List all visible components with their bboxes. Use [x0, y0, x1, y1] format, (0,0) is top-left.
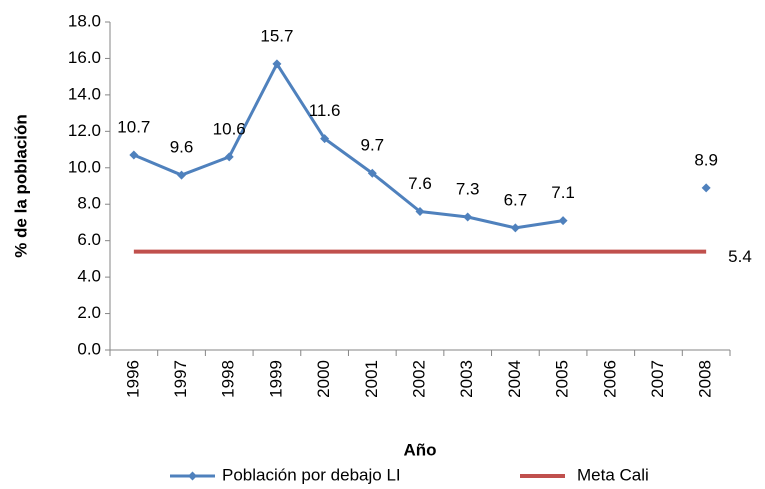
- series-line: [134, 64, 706, 228]
- x-axis-title: Año: [403, 440, 436, 459]
- x-tick-label: 2003: [457, 360, 476, 398]
- x-tick-label: 2004: [505, 360, 524, 398]
- x-tick-label: 2001: [362, 360, 381, 398]
- data-label: 10.6: [213, 119, 246, 138]
- point: [177, 170, 187, 180]
- data-label: 7.3: [456, 179, 480, 198]
- y-tick-label: 16.0: [68, 48, 101, 67]
- y-tick-label: 12.0: [68, 121, 101, 140]
- point: [701, 183, 711, 193]
- point: [558, 216, 568, 226]
- y-tick-label: 0.0: [77, 339, 101, 358]
- x-tick-label: 2002: [409, 360, 428, 398]
- x-tick-label: 2008: [696, 360, 715, 398]
- x-tick-label: 2000: [314, 360, 333, 398]
- point: [463, 212, 473, 222]
- point: [272, 59, 282, 69]
- data-label: 10.7: [117, 118, 150, 137]
- point: [320, 134, 330, 144]
- x-tick-label: 2007: [648, 360, 667, 398]
- data-label: 6.7: [504, 190, 528, 209]
- legend-label: Meta Cali: [577, 465, 649, 484]
- data-label: 7.6: [408, 174, 432, 193]
- point: [224, 152, 234, 162]
- data-label: 7.1: [551, 183, 575, 202]
- point: [367, 168, 377, 178]
- x-tick-label: 1999: [266, 360, 285, 398]
- y-tick-label: 8.0: [77, 194, 101, 213]
- point: [510, 223, 520, 233]
- data-label: 9.7: [360, 136, 384, 155]
- y-tick-label: 18.0: [68, 11, 101, 30]
- legend-label: Población por debajo LI: [222, 465, 401, 484]
- point: [129, 150, 139, 160]
- data-label: 15.7: [260, 26, 293, 45]
- x-tick-label: 2006: [600, 360, 619, 398]
- y-axis-title: % de la población: [11, 114, 30, 258]
- x-tick-label: 1996: [123, 360, 142, 398]
- data-label: 9.6: [170, 138, 194, 157]
- x-tick-label: 1998: [219, 360, 238, 398]
- y-tick-label: 4.0: [77, 267, 101, 286]
- y-tick-label: 6.0: [77, 230, 101, 249]
- legend-marker: [188, 471, 197, 481]
- data-label: 5.4: [728, 247, 752, 266]
- data-label: 11.6: [309, 101, 341, 120]
- point: [415, 207, 425, 217]
- x-tick-label: 1997: [171, 360, 190, 398]
- data-label: 8.9: [694, 150, 718, 169]
- y-tick-label: 14.0: [68, 84, 101, 103]
- y-tick-label: 2.0: [77, 303, 101, 322]
- x-tick-label: 2005: [553, 360, 572, 398]
- y-tick-label: 10.0: [68, 157, 101, 176]
